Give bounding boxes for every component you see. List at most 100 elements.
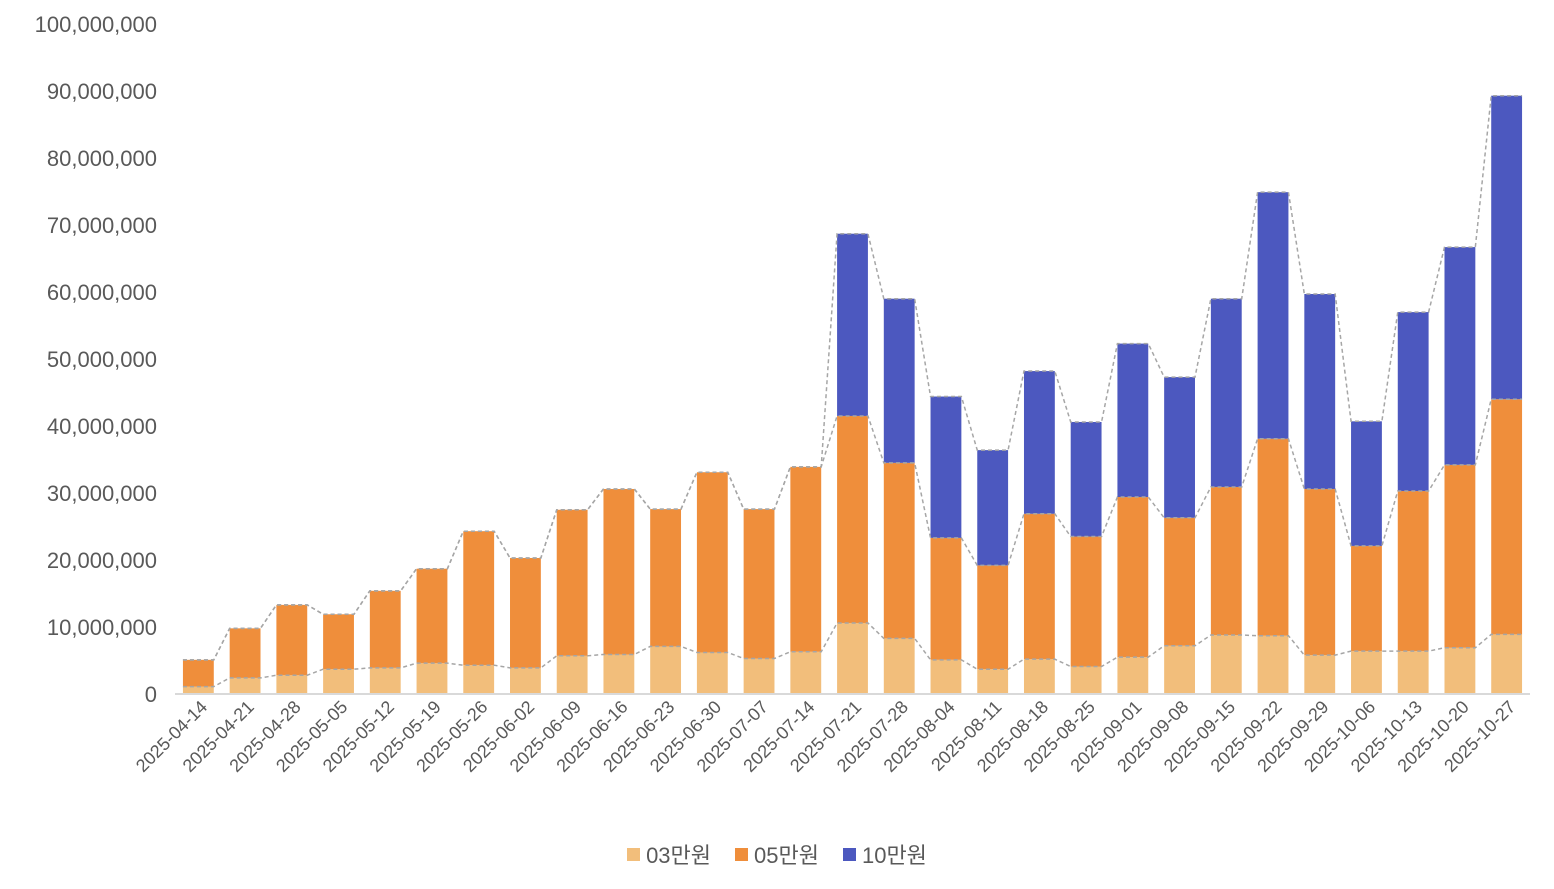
bar-segment-03만원-2025-07-07[interactable]	[743, 658, 775, 694]
bar-segment-03만원-2025-10-20[interactable]	[1444, 647, 1476, 694]
y-tick-label: 60,000,000	[47, 280, 157, 305]
y-tick-label: 40,000,000	[47, 414, 157, 439]
bar-segment-05만원-2025-09-01[interactable]	[1117, 497, 1149, 658]
bar-segment-10만원-2025-08-04[interactable]	[930, 396, 962, 538]
bar-segment-10만원-2025-10-27[interactable]	[1491, 95, 1523, 400]
bar-segment-10만원-2025-10-13[interactable]	[1397, 312, 1429, 491]
bar-segment-05만원-2025-05-12[interactable]	[369, 590, 401, 668]
series-lines	[182, 94, 1523, 688]
bar-segment-05만원-2025-10-13[interactable]	[1397, 490, 1429, 652]
series-line-03만원	[182, 622, 1523, 688]
bar-segment-03만원-2025-06-23[interactable]	[650, 646, 682, 694]
bar-segment-03만원-2025-08-11[interactable]	[977, 669, 1009, 694]
y-tick-label: 30,000,000	[47, 481, 157, 506]
bar-segment-03만원-2025-09-22[interactable]	[1257, 635, 1289, 694]
bar-segment-05만원-2025-08-04[interactable]	[930, 537, 962, 660]
bar-segment-05만원-2025-08-25[interactable]	[1070, 536, 1102, 667]
bar-segment-05만원-2025-07-21[interactable]	[837, 415, 868, 623]
bar-segment-10만원-2025-09-15[interactable]	[1210, 298, 1242, 487]
bar-segment-10만원-2025-08-25[interactable]	[1070, 421, 1102, 537]
bar-segment-03만원-2025-10-13[interactable]	[1397, 651, 1429, 694]
bar-segment-03만원-2025-04-28[interactable]	[276, 675, 308, 694]
bar-segment-05만원-2025-06-09[interactable]	[556, 509, 588, 656]
legend-swatch-10	[842, 847, 856, 861]
bar-segment-03만원-2025-08-04[interactable]	[930, 659, 962, 694]
bar-segment-10만원-2025-09-08[interactable]	[1164, 377, 1195, 518]
bar-segment-10만원-2025-08-18[interactable]	[1023, 371, 1055, 514]
bar-segment-10만원-2025-07-21[interactable]	[837, 233, 868, 416]
y-tick-label: 80,000,000	[47, 146, 157, 171]
bar-segment-05만원-2025-09-08[interactable]	[1164, 517, 1195, 646]
legend-item-05[interactable]: 05만원	[735, 838, 819, 870]
y-tick-label: 70,000,000	[47, 213, 157, 238]
bar-segment-03만원-2025-05-19[interactable]	[416, 663, 448, 694]
y-tick-label: 90,000,000	[47, 79, 157, 104]
bar-segment-03만원-2025-07-28[interactable]	[883, 638, 915, 694]
bar-segment-05만원-2025-09-29[interactable]	[1304, 488, 1336, 656]
bar-segment-05만원-2025-06-30[interactable]	[696, 472, 728, 653]
bar-segment-03만원-2025-07-14[interactable]	[790, 651, 822, 694]
y-tick-label: 10,000,000	[47, 615, 157, 640]
bar-segment-05만원-2025-07-07[interactable]	[743, 509, 775, 659]
legend-swatch-05	[735, 847, 749, 861]
bar-segment-10만원-2025-09-29[interactable]	[1304, 294, 1336, 489]
bar-segment-03만원-2025-08-18[interactable]	[1023, 659, 1055, 694]
bar-segment-05만원-2025-05-19[interactable]	[416, 568, 448, 664]
bar-segment-10만원-2025-09-01[interactable]	[1117, 343, 1149, 498]
legend-label-03: 03만원	[646, 843, 712, 868]
bar-segment-05만원-2025-05-05[interactable]	[323, 614, 354, 670]
bar-segment-10만원-2025-10-06[interactable]	[1351, 421, 1382, 546]
legend-item-10[interactable]: 10만원	[842, 838, 927, 870]
bar-segment-05만원-2025-07-28[interactable]	[883, 462, 915, 639]
bar-segment-03만원-2025-08-25[interactable]	[1070, 666, 1102, 694]
bar-segment-10만원-2025-08-11[interactable]	[977, 450, 1009, 566]
bar-segment-03만원-2025-05-26[interactable]	[463, 665, 495, 694]
bar-segment-03만원-2025-10-27[interactable]	[1491, 634, 1523, 694]
bar-segment-03만원-2025-09-01[interactable]	[1117, 657, 1149, 694]
legend-label-05: 05만원	[754, 843, 819, 868]
bar-segment-03만원-2025-10-06[interactable]	[1351, 651, 1382, 694]
legend-label-10: 10만원	[861, 843, 927, 868]
bar-segment-05만원-2025-10-06[interactable]	[1351, 545, 1382, 652]
bar-segment-03만원-2025-09-08[interactable]	[1164, 645, 1195, 694]
bar-segment-05만원-2025-06-02[interactable]	[510, 557, 541, 668]
series-line-10만원	[182, 94, 1523, 661]
y-tick-label: 50,000,000	[47, 347, 157, 372]
bar-segment-05만원-2025-04-28[interactable]	[276, 604, 308, 676]
bar-segment-05만원-2025-07-14[interactable]	[790, 466, 822, 652]
y-tick-label: 100,000,000	[35, 12, 157, 37]
bar-segment-03만원-2025-06-02[interactable]	[510, 667, 541, 694]
bar-segment-03만원-2025-06-16[interactable]	[603, 654, 635, 694]
bar-segment-05만원-2025-04-21[interactable]	[229, 628, 261, 678]
bar-segment-10만원-2025-09-22[interactable]	[1257, 192, 1289, 439]
bar-segment-03만원-2025-09-15[interactable]	[1210, 635, 1242, 694]
bar-segment-03만원-2025-05-05[interactable]	[323, 669, 354, 694]
legend-swatch-03	[627, 847, 641, 861]
bar-segment-03만원-2025-09-29[interactable]	[1304, 655, 1336, 694]
bar-segment-03만원-2025-04-14[interactable]	[182, 686, 214, 694]
bar-segment-10만원-2025-07-28[interactable]	[883, 298, 915, 463]
bar-segment-05만원-2025-08-11[interactable]	[977, 565, 1009, 670]
bar-segment-03만원-2025-05-12[interactable]	[369, 667, 401, 694]
bar-segment-05만원-2025-09-15[interactable]	[1210, 486, 1242, 636]
bar-segment-03만원-2025-06-09[interactable]	[556, 655, 588, 694]
bar-segment-05만원-2025-09-22[interactable]	[1257, 438, 1289, 636]
bar-segment-05만원-2025-06-23[interactable]	[650, 509, 682, 647]
legend-item-03[interactable]: 03만원	[627, 838, 711, 870]
x-axis: 2025-04-142025-04-212025-04-282025-05-05…	[132, 697, 1520, 776]
bars	[182, 95, 1523, 694]
bar-segment-05만원-2025-10-20[interactable]	[1444, 464, 1476, 648]
legend: 03만원 05만원 10만원	[0, 838, 1554, 870]
y-tick-label: 0	[145, 682, 157, 707]
bar-segment-05만원-2025-08-18[interactable]	[1023, 513, 1055, 660]
bar-segment-03만원-2025-07-21[interactable]	[837, 622, 868, 694]
bar-segment-03만원-2025-06-30[interactable]	[696, 652, 728, 694]
bar-segment-05만원-2025-04-14[interactable]	[182, 659, 214, 687]
y-tick-label: 20,000,000	[47, 548, 157, 573]
bar-segment-05만원-2025-05-26[interactable]	[463, 531, 495, 666]
bar-segment-10만원-2025-10-20[interactable]	[1444, 247, 1476, 465]
bar-segment-05만원-2025-06-16[interactable]	[603, 488, 635, 655]
bar-segment-05만원-2025-10-27[interactable]	[1491, 399, 1523, 635]
bar-segment-03만원-2025-04-21[interactable]	[229, 677, 261, 694]
